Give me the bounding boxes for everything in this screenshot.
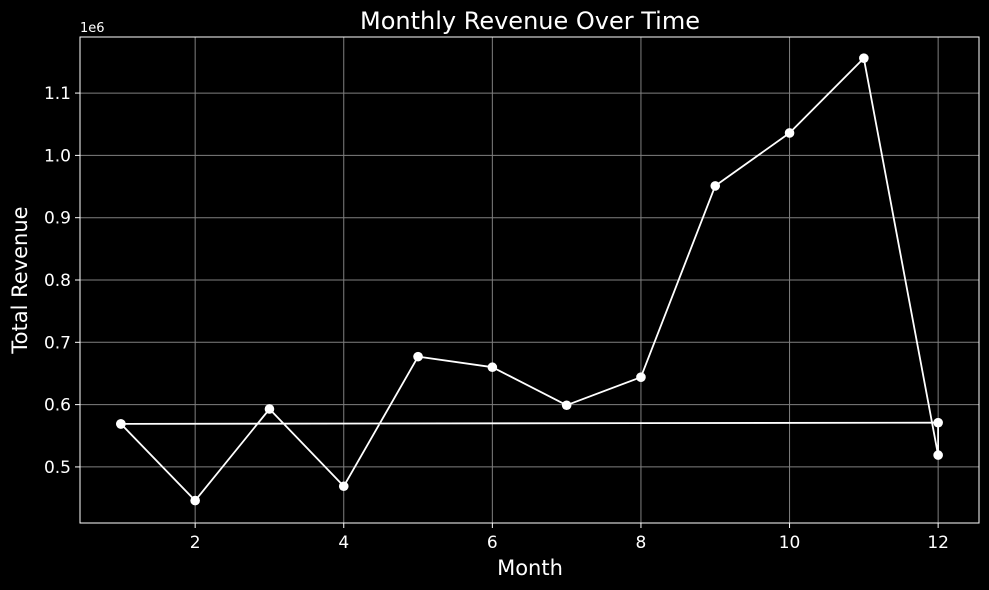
data-point-marker — [264, 404, 275, 414]
y-tick-label: 0.8 — [44, 271, 71, 291]
y-tick-label: 0.5 — [44, 458, 71, 478]
series-line — [120, 57, 939, 502]
y-tick-label: 1.0 — [44, 146, 71, 166]
data-point-marker — [933, 417, 943, 428]
x-tick-label: 10 — [779, 533, 801, 553]
data-point-marker — [190, 495, 200, 506]
series — [116, 53, 943, 506]
data-point-marker — [561, 400, 572, 411]
data-point-marker — [784, 128, 795, 138]
data-point-marker — [116, 419, 126, 429]
data-point-marker — [487, 362, 498, 373]
x-tick-label: 6 — [487, 533, 498, 553]
x-axis-label: Month — [497, 556, 563, 580]
x-tick-label: 4 — [338, 533, 349, 553]
x-tick-label: 12 — [927, 533, 949, 553]
y-tick-label: 0.7 — [44, 333, 71, 353]
data-point-marker — [933, 450, 943, 460]
data-point-marker — [636, 372, 646, 383]
x-tick-label: 2 — [190, 533, 201, 553]
data-point-marker — [413, 351, 423, 362]
chart-title: Monthly Revenue Over Time — [360, 7, 700, 35]
data-point-marker — [338, 481, 349, 492]
y-axis-label: Total Revenue — [8, 206, 32, 354]
y-axis-offset-label: 1e6 — [80, 21, 105, 36]
axis-ticks: 2 4 6 8 10 12 0.5 0.6 0.7 0.8 0.9 1.0 1.1 — [44, 84, 949, 553]
x-tick-label: 8 — [636, 533, 647, 553]
y-tick-label: 0.6 — [44, 396, 71, 416]
data-point-marker — [859, 53, 869, 63]
y-tick-label: 1.1 — [44, 84, 71, 104]
y-tick-label: 0.9 — [44, 209, 71, 229]
data-point-marker — [710, 181, 721, 191]
